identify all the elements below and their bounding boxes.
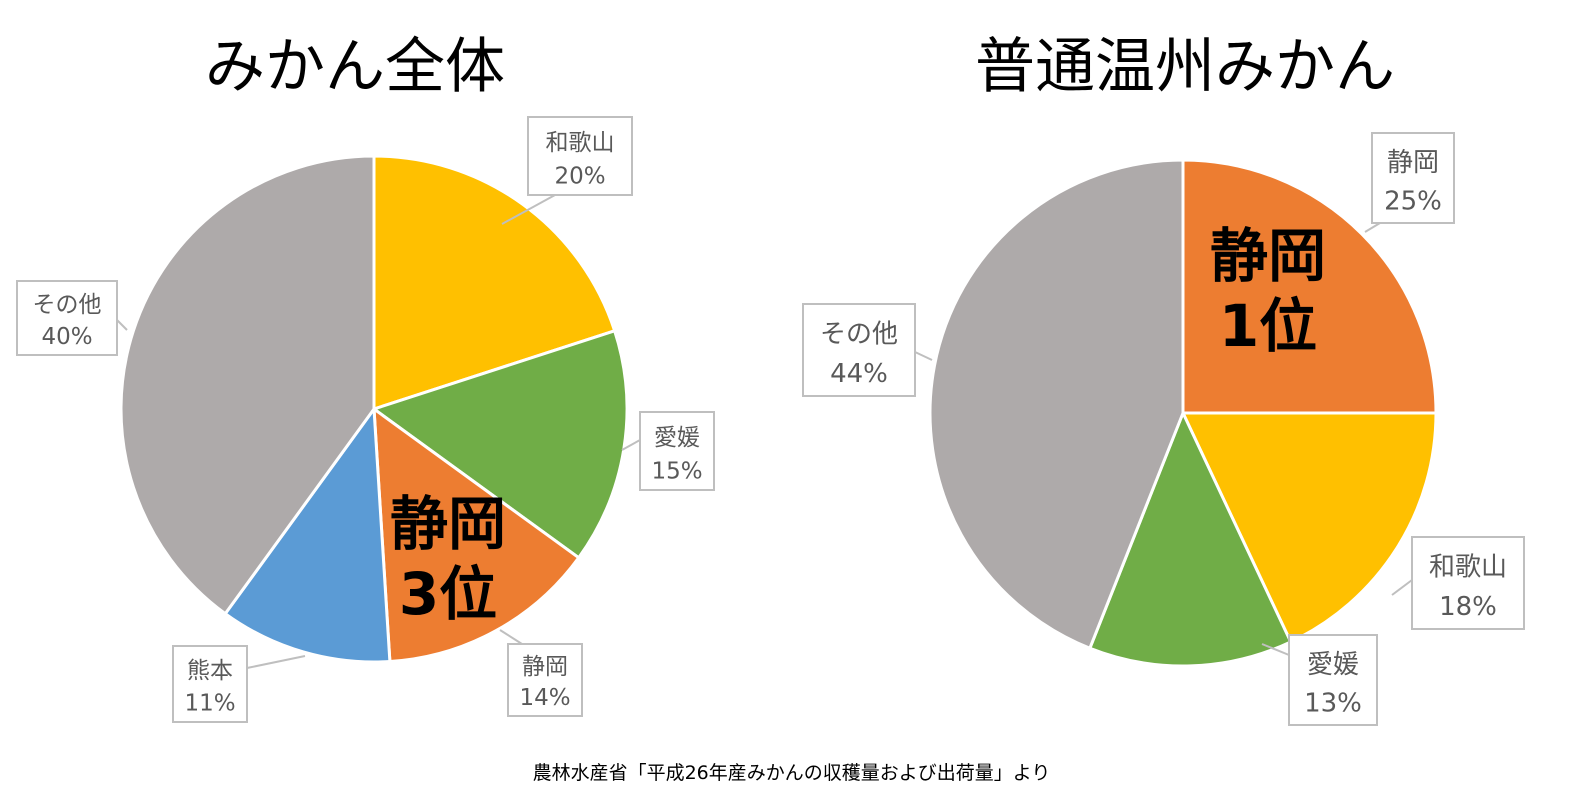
slice-label: 静岡 <box>522 654 568 680</box>
chart-title-right: 普通温州みかん <box>975 32 1395 102</box>
chart-title-left: みかん全体 <box>205 32 505 102</box>
leader-line <box>1364 222 1381 233</box>
slice-label: 愛媛 <box>1307 650 1359 680</box>
leader-line <box>501 194 556 225</box>
rank-annotation: 静岡 <box>390 490 506 558</box>
data-label-box <box>1288 634 1378 726</box>
pie-slice-right-1 <box>1181 411 1438 644</box>
rank-annotation: 静岡 <box>1210 222 1326 290</box>
pie-slice-right-0 <box>1181 158 1438 415</box>
leader-line <box>621 439 641 451</box>
slice-value: 40% <box>41 324 92 350</box>
slice-value: 13% <box>1304 689 1362 719</box>
slice-label: 和歌山 <box>1429 553 1507 583</box>
leader-line <box>1391 579 1413 596</box>
data-label-box <box>1371 132 1455 224</box>
slice-value: 25% <box>1384 187 1442 217</box>
leader-line <box>499 629 523 645</box>
data-label-box <box>172 645 248 723</box>
source-note: 農林水産省「平成26年産みかんの収穫量および出荷量」より <box>532 762 1051 784</box>
data-label-box <box>16 280 118 356</box>
leader-line <box>246 655 306 669</box>
slice-value: 14% <box>519 685 570 711</box>
pie-slice-left-0 <box>372 154 617 411</box>
rank-annotation: 3位 <box>399 560 497 628</box>
pie-slice-left-2 <box>372 407 581 663</box>
pie-slice-right-3 <box>928 158 1185 650</box>
leader-line <box>116 319 128 331</box>
slice-value: 15% <box>651 458 702 484</box>
leader-line <box>1261 643 1290 656</box>
slice-value: 11% <box>184 691 235 717</box>
slice-label: 和歌山 <box>546 130 615 156</box>
slice-label: 愛媛 <box>654 425 700 451</box>
slice-label: その他 <box>820 320 898 350</box>
slice-value: 44% <box>830 359 888 389</box>
pie-slice-left-3 <box>223 407 392 664</box>
data-label-box <box>527 116 633 196</box>
data-label-box <box>802 303 916 397</box>
slice-label: 熊本 <box>187 658 233 684</box>
data-label-box <box>639 411 715 491</box>
pie-slice-left-4 <box>119 154 376 616</box>
data-label-box <box>507 643 583 717</box>
slice-value: 18% <box>1439 592 1497 622</box>
leader-line <box>914 351 933 361</box>
rank-annotation: 1位 <box>1219 292 1317 360</box>
slice-label: 静岡 <box>1387 148 1439 178</box>
data-label-box <box>1411 536 1525 630</box>
slice-label: その他 <box>33 292 102 318</box>
slice-value: 20% <box>554 163 605 189</box>
